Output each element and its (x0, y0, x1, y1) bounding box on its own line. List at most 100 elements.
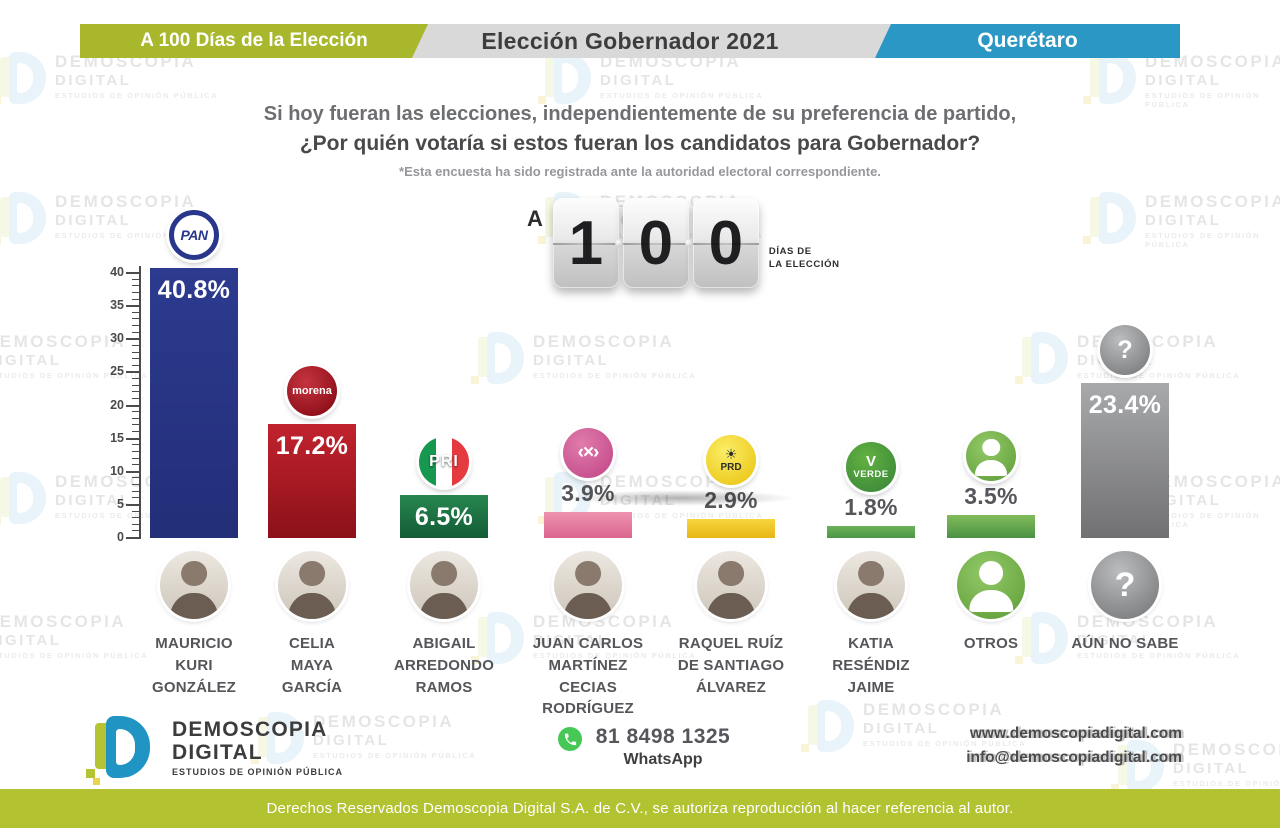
brand-tagline: ESTUDIOS DE OPINIÓN PÚBLICA (172, 767, 344, 778)
pan-party-logo-icon: PAN (169, 210, 219, 260)
value-label: 1.8% (844, 494, 898, 520)
header-state-label: Querétaro (977, 29, 1078, 52)
y-axis-tick (126, 437, 139, 440)
question-line-1: Si hoy fueran las elecciones, independie… (263, 103, 1017, 125)
watermark-subtitle: DIGITAL (1145, 211, 1222, 229)
person-glyph (957, 551, 1025, 619)
watermark-tagline: ESTUDIOS DE OPINIÓN PÚBLICA (55, 230, 219, 240)
mc-party-logo-icon: ‹×› (563, 428, 613, 478)
watermark-tagline: ESTUDIOS DE OPINIÓN PÚBLICA (1145, 90, 1260, 109)
watermark-logo-icon (538, 52, 591, 104)
watermark-subtitle: DIGITAL (313, 731, 390, 749)
verde-party-logo-icon: V VERDE (846, 442, 896, 492)
watermark-tagline: ESTUDIOS DE OPINIÓN PÚBLICA (1077, 370, 1241, 380)
watermark-subtitle: DIGITAL (863, 719, 940, 737)
y-axis-tick (132, 523, 139, 525)
y-axis-label: 25 (110, 364, 124, 379)
unknown-question-icon: ? (1091, 551, 1159, 619)
bar-otros (947, 515, 1035, 538)
watermark-tagline: ESTUDIOS DE OPINIÓN PÚBLICA (0, 370, 149, 380)
candidate-name: OTROS (963, 635, 1019, 652)
watermark-logo-pixel (0, 96, 1, 104)
header-title: Elección Gobernador 2021 (481, 27, 779, 54)
y-axis-line (139, 266, 141, 539)
logo-text: PAN (180, 227, 208, 243)
y-axis-label: 0 (117, 530, 124, 544)
watermark-title: DEMOSCOPIA (863, 700, 1005, 719)
bar-morena (268, 424, 356, 538)
flip-clock-shadow (567, 490, 795, 506)
y-axis-tick (132, 411, 139, 413)
watermark-subtitle: DIGITAL (1145, 71, 1222, 89)
y-axis-tick (132, 457, 139, 459)
watermark-tagline: ESTUDIOS DE OPINIÓN PÚBLICA (1077, 650, 1241, 660)
watermark-title: DEMOSCOPIA (1145, 192, 1280, 211)
y-axis-label: 20 (110, 397, 124, 412)
logo-text: PRI (429, 453, 459, 470)
y-axis-tick (132, 424, 139, 426)
otros-person-icon (957, 551, 1025, 619)
watermark-logo-pixel (538, 516, 546, 524)
watermark-title: DEMOSCOPIA (1145, 472, 1280, 491)
person-icon (966, 431, 1016, 481)
y-axis-tick (132, 497, 139, 499)
watermark-logo-pixel (538, 96, 546, 104)
header-left-banner: A 100 Días de la Elección (80, 24, 428, 58)
bar-pri (400, 495, 488, 538)
y-axis-tick (126, 338, 139, 341)
y-axis-tick (126, 305, 139, 308)
y-axis-tick (132, 431, 139, 432)
watermark-logo-pixel (471, 376, 479, 384)
y-axis-tick (132, 278, 139, 280)
watermark-logo-pixel (1015, 376, 1023, 384)
whatsapp-number: 81 8498 1325 (595, 725, 731, 748)
watermark-logo-icon (0, 472, 46, 524)
whatsapp-label: WhatsApp (623, 751, 703, 768)
watermark-tagline: ESTUDIOS DE OPINIÓN PÚBLICA (533, 370, 697, 380)
watermark-logo-pixel (1083, 96, 1091, 104)
watermark-logo-icon (471, 612, 524, 664)
y-axis-tick (132, 417, 139, 419)
value-label: 2.9% (677, 487, 785, 514)
watermark-tagline: ESTUDIOS DE OPINIÓN PÚBLICA (55, 90, 219, 100)
logo-text: ? (1117, 335, 1133, 364)
candidate-photo (697, 551, 765, 619)
y-axis-tick (132, 291, 139, 293)
y-axis-tick (132, 397, 139, 399)
candidate-name: JUAN CARLOS MARTÍNEZ CECIAS RODRÍGUEZ (532, 635, 644, 718)
watermark-logo-bowl (9, 192, 46, 244)
y-axis-tick (132, 530, 139, 532)
flip-digit: 1 (552, 198, 619, 288)
y-axis-tick (132, 318, 139, 320)
watermark-logo-icon (801, 700, 854, 752)
watermark-title: DEMOSCOPIA (533, 332, 675, 351)
logo-text: VERDE (853, 469, 889, 480)
y-axis-tick (132, 444, 139, 446)
watermark-subtitle: DIGITAL (600, 71, 677, 89)
y-axis-label: 40 (110, 265, 124, 279)
y-axis-tick (132, 510, 139, 512)
value-label: 3.5% (964, 483, 1018, 509)
watermark-subtitle: DIGITAL (55, 211, 132, 229)
candidate-name: MAURICIO KURI GONZÁLEZ (151, 635, 237, 696)
y-axis-label: 15 (110, 430, 124, 445)
candidate-name: CELIA MAYA GARCÍA (281, 635, 343, 696)
question-mark-icon: ? (1100, 325, 1150, 375)
morena-party-logo-icon: morena (287, 366, 337, 416)
watermark-tagline: ESTUDIOS DE OPINIÓN PÚBLICA (1145, 230, 1260, 249)
watermark-subtitle: DIGITAL (600, 492, 763, 509)
